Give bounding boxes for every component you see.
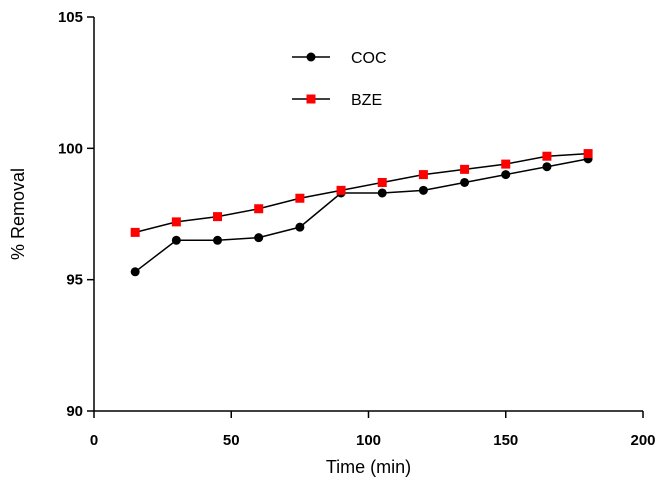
data-point xyxy=(171,235,181,245)
legend-item: BZE xyxy=(292,92,382,109)
x-axis-ticks: 0 50 100 150 200 xyxy=(90,411,656,449)
legend-label: BZE xyxy=(351,92,382,109)
x-tick-label: 200 xyxy=(630,432,655,449)
legend-item: COC xyxy=(292,50,387,67)
data-point xyxy=(295,222,305,232)
x-tick-label: 100 xyxy=(356,432,381,449)
data-point xyxy=(542,151,552,161)
data-point xyxy=(460,177,470,187)
y-tick-label: 105 xyxy=(58,9,83,26)
data-point xyxy=(254,233,264,243)
data-point xyxy=(254,204,264,214)
data-point xyxy=(501,170,511,180)
data-point xyxy=(130,227,140,237)
series-line xyxy=(134,152,589,234)
y-tick-label: 95 xyxy=(66,272,83,289)
legend-marker xyxy=(306,94,316,104)
legend: COC BZE xyxy=(292,50,387,109)
data-point xyxy=(418,185,428,195)
data-point xyxy=(377,188,387,198)
y-tick-label: 90 xyxy=(66,403,83,420)
x-tick-label: 50 xyxy=(223,432,240,449)
data-point xyxy=(542,162,552,172)
data-point xyxy=(377,177,387,187)
series-coc xyxy=(130,154,593,277)
y-tick-label: 100 xyxy=(58,140,83,157)
x-tick-label: 0 xyxy=(90,432,98,449)
data-point xyxy=(336,185,346,195)
legend-label: COC xyxy=(351,50,387,67)
x-tick-label: 150 xyxy=(493,432,518,449)
data-point xyxy=(171,217,181,227)
data-point xyxy=(460,164,470,174)
series-line xyxy=(134,158,589,273)
data-point xyxy=(213,212,223,222)
data-point xyxy=(583,149,593,159)
data-series xyxy=(130,149,593,277)
y-axis-title: % Removal xyxy=(8,168,28,260)
x-axis-title: Time (min) xyxy=(326,457,411,477)
legend-marker xyxy=(306,52,316,62)
data-point xyxy=(501,159,511,169)
data-point xyxy=(295,193,305,203)
data-point xyxy=(130,267,140,277)
data-point xyxy=(418,170,428,180)
data-point xyxy=(213,235,223,245)
axes xyxy=(93,17,643,412)
y-axis-ticks: 90 95 100 105 xyxy=(58,9,94,420)
series-bze xyxy=(130,149,593,237)
